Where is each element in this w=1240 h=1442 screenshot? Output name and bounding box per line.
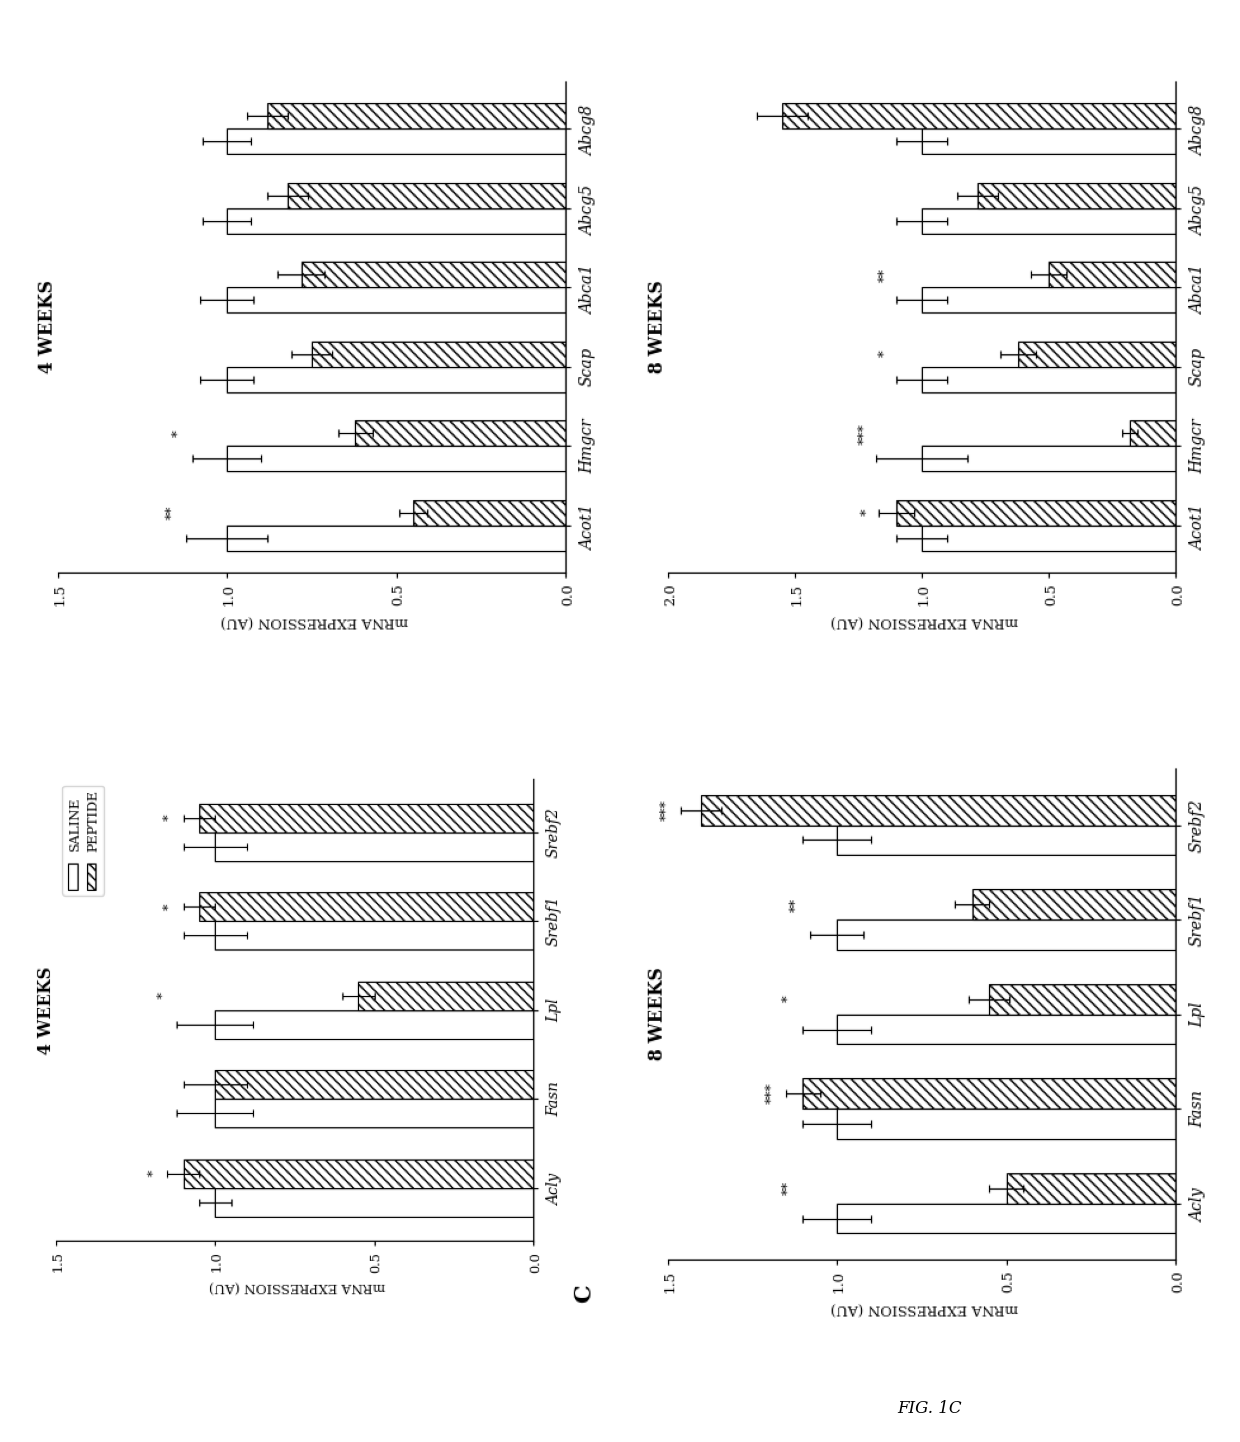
Text: FIG. 1C: FIG. 1C [898, 1400, 962, 1417]
